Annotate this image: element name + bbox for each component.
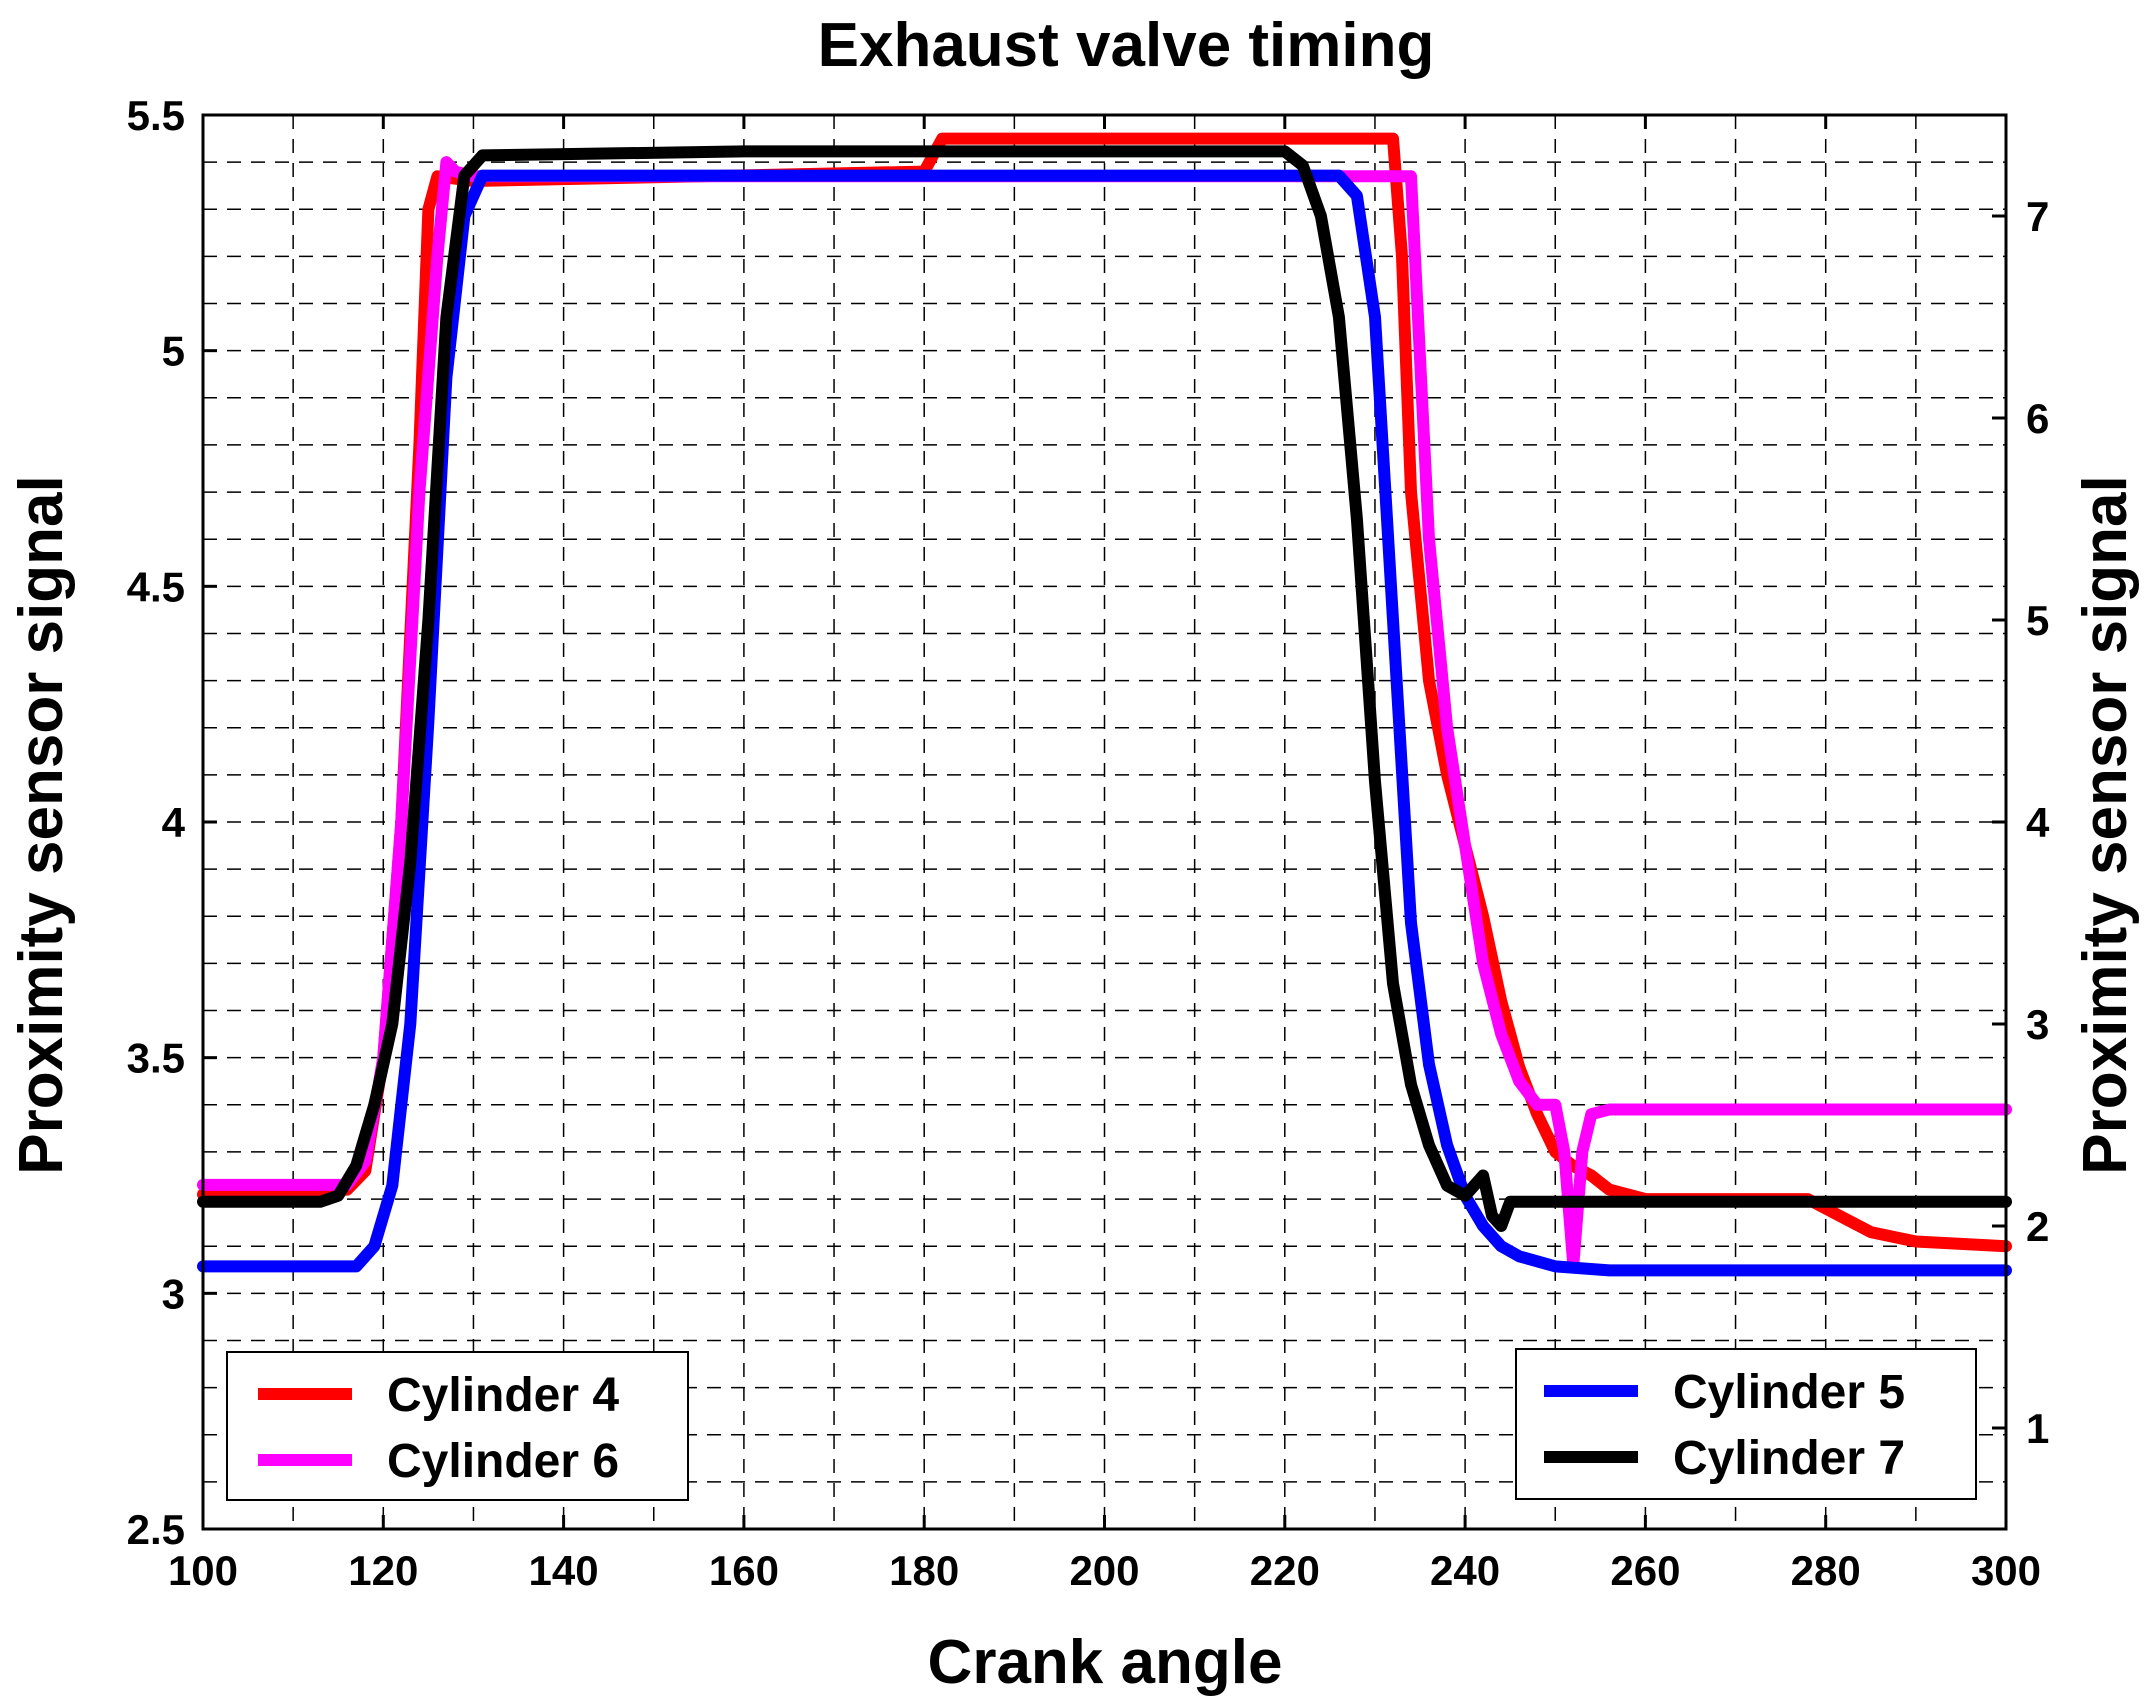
x-tick-label: 200 [1069,1547,1139,1594]
y-tick-label-right: 6 [2026,395,2049,442]
series-line-cylinder-6 [197,156,2012,1272]
x-tick-label: 160 [709,1547,779,1594]
legend-label-cylinder-6: Cylinder 6 [387,1435,619,1488]
y-tick-label-left: 2.5 [127,1506,185,1553]
legend-left-box [226,1351,689,1501]
legend-right: Cylinder 5 Cylinder 7 [1515,1348,1977,1500]
y-tick-label-right: 2 [2026,1203,2049,1250]
y-tick-label-right: 4 [2026,799,2050,846]
x-tick-label: 280 [1791,1547,1861,1594]
x-tick-label: 300 [1971,1547,2041,1594]
legend-label-cylinder-4: Cylinder 4 [387,1369,619,1422]
x-tick-label: 240 [1430,1547,1500,1594]
x-tick-label: 120 [348,1547,418,1594]
y-tick-label-left: 5.5 [127,92,185,139]
x-tick-label: 180 [889,1547,959,1594]
y-tick-label-right: 5 [2026,597,2049,644]
legend-right-box [1515,1348,1977,1500]
chart-title: Exhaust valve timing [818,11,1435,80]
y-tick-label-left: 4 [162,799,186,846]
legend-left: Cylinder 4 Cylinder 6 [226,1351,689,1501]
y-tick-label-left: 3.5 [127,1035,185,1082]
x-tick-label: 140 [529,1547,599,1594]
series-lines [197,132,2012,1277]
series-line-cylinder-5 [197,169,2012,1277]
legend-label-cylinder-5: Cylinder 5 [1673,1366,1905,1419]
y-tick-label-left: 4.5 [127,563,185,610]
x-tick-label: 260 [1610,1547,1680,1594]
x-tick-label: 100 [168,1547,238,1594]
series-line-cylinder-7 [197,145,2012,1232]
legend-label-cylinder-7: Cylinder 7 [1673,1432,1905,1485]
y-tick-label-left: 5 [162,328,185,375]
y-tick-label-right: 1 [2026,1405,2049,1452]
x-tick-label: 220 [1250,1547,1320,1594]
x-axis-label: Crank angle [928,1628,1283,1697]
y-tick-label-right: 3 [2026,1001,2049,1048]
y-axis-label-right: Proximity sensor signal [2071,475,2140,1174]
y-axis-label-left: Proximity sensor signal [7,475,76,1174]
axis-ticks: 100 120 140 160 180 200 220 240 260 280 300 2.5 3 3.5… [127,92,2050,1594]
y-tick-label-right: 7 [2026,193,2049,240]
y-tick-label-left: 3 [162,1270,185,1317]
